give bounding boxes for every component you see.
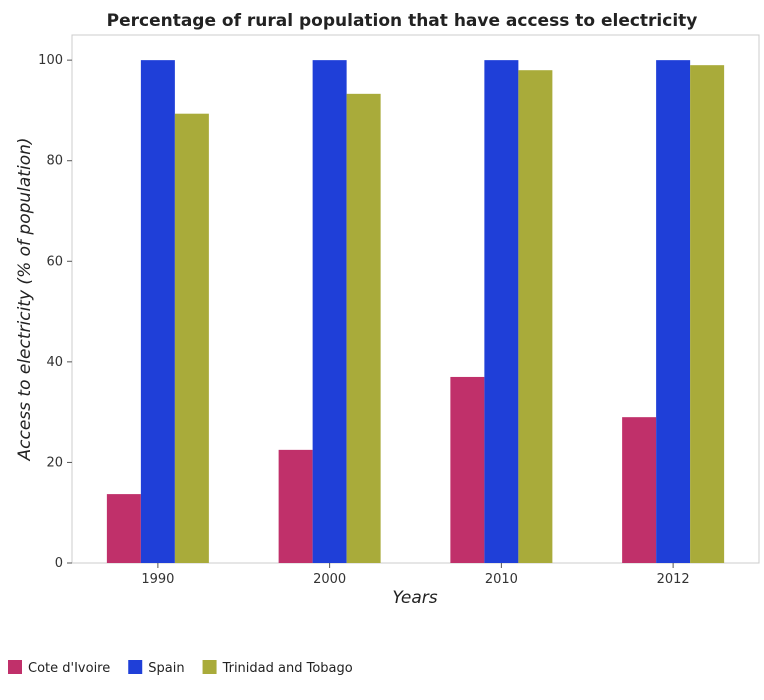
bar-spain-2000: [312, 60, 347, 564]
legend-swatch-spain: [128, 660, 143, 674]
chart-title: Percentage of rural population that have…: [107, 11, 698, 31]
legend-label: Spain: [148, 661, 184, 676]
bar-cote-d-ivoire-1990: [106, 494, 141, 563]
bar-spain-2012: [656, 60, 691, 564]
bar-trinidad-and-tobago-1990: [174, 113, 209, 563]
legend-swatch-trinidad-and-tobago: [202, 660, 217, 674]
legend: Cote d'Ivoire Spain Trinidad and Tobago: [8, 660, 353, 676]
y-axis-label: Access to electricity (% of population): [15, 137, 35, 461]
plot-area: [71, 34, 760, 564]
x-tick-label: 1990: [141, 572, 174, 587]
x-axis: 1990 2000 2010 2012: [141, 563, 690, 587]
x-tick-label: 2010: [485, 572, 518, 587]
y-tick-label: 40: [46, 355, 63, 370]
legend-label: Cote d'Ivoire: [28, 661, 110, 676]
bar-spain-2010: [484, 60, 519, 564]
bar-trinidad-and-tobago-2000: [346, 93, 381, 563]
bar-spain-1990: [140, 60, 175, 564]
y-tick-label: 20: [46, 455, 63, 470]
x-tick-label: 2000: [313, 572, 346, 587]
legend-swatch-cote-d-ivoire: [8, 660, 22, 674]
y-tick-label: 60: [46, 254, 63, 269]
y-tick-label: 0: [55, 556, 63, 571]
bar-trinidad-and-tobago-2010: [518, 70, 553, 563]
bars-group: [106, 60, 725, 564]
x-tick-label: 2012: [657, 572, 690, 587]
bar-trinidad-and-tobago-2012: [690, 65, 725, 564]
y-tick-label: 80: [46, 154, 63, 169]
bar-cote-d-ivoire-2010: [450, 376, 485, 563]
y-tick-label: 100: [38, 53, 63, 68]
bar-cote-d-ivoire-2000: [278, 449, 313, 563]
legend-label: Trinidad and Tobago: [222, 661, 353, 676]
bar-cote-d-ivoire-2012: [622, 417, 657, 563]
y-axis: 0 20 40 60 80 100: [38, 53, 72, 571]
x-axis-label: Years: [392, 588, 437, 608]
